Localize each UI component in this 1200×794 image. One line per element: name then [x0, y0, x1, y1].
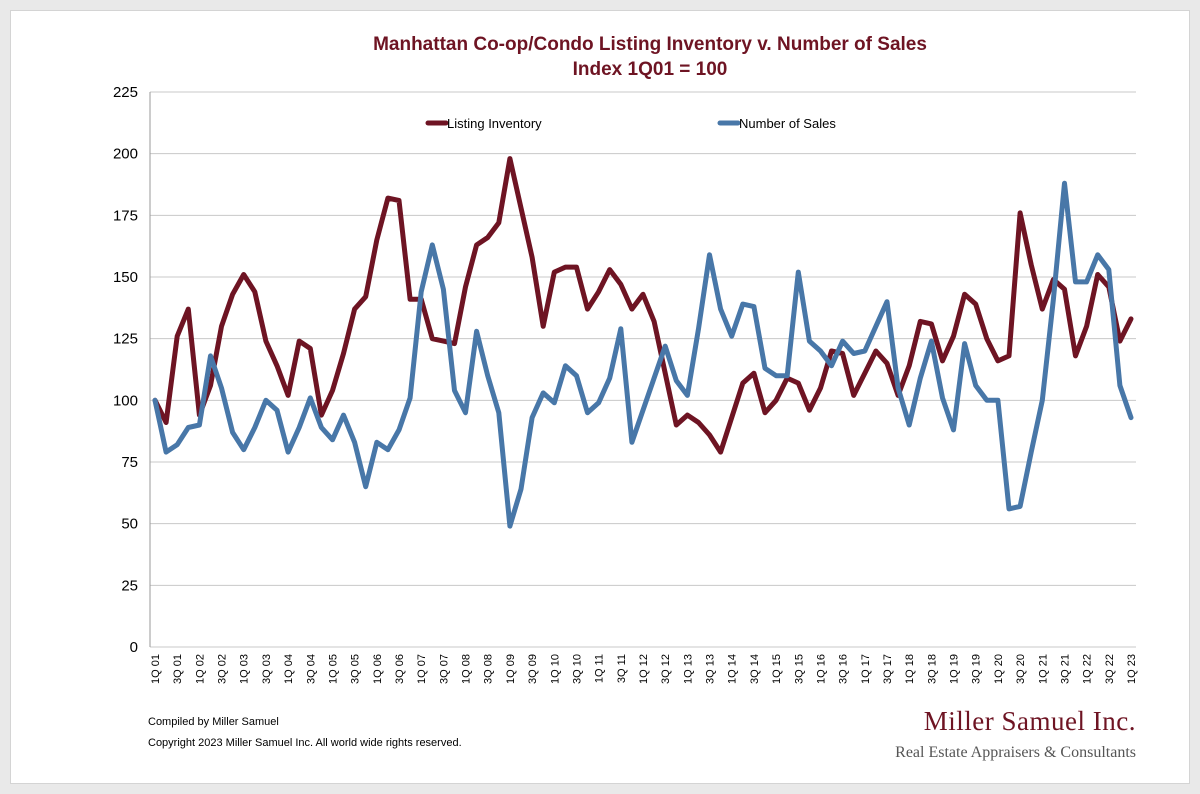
y-axis-ticks: 0 25 50 75 100 125 150 175 200 225 [113, 84, 138, 656]
copyright-note: Copyright 2023 Miller Samuel Inc. All wo… [148, 737, 462, 749]
x-tick-label: 3Q 09 [527, 654, 539, 684]
y-tick-label: 175 [113, 207, 138, 224]
x-tick-label: 1Q 14 [727, 654, 739, 684]
x-tick-label: 1Q 19 [949, 654, 961, 684]
legend-label-number-of-sales: Number of Sales [739, 116, 836, 131]
y-tick-label: 0 [130, 639, 138, 656]
chart-title: Manhattan Co-op/Condo Listing Inventory … [373, 34, 927, 55]
x-tick-label: 3Q 01 [172, 654, 184, 684]
x-tick-label: 3Q 12 [660, 654, 672, 684]
legend: Listing Inventory Number of Sales [425, 116, 836, 131]
x-tick-label: 3Q 17 [882, 654, 894, 684]
x-tick-label: 1Q 02 [194, 654, 206, 684]
x-tick-label: 3Q 14 [749, 654, 761, 684]
series-line-number-of-sales [152, 180, 1134, 529]
x-tick-label: 3Q 03 [261, 654, 273, 684]
x-tick-label: 3Q 11 [616, 654, 628, 683]
x-axis-ticks: 1Q 01 3Q 01 1Q 02 3Q 02 1Q 03 3Q 03 1Q 04 3Q 04… [150, 654, 1138, 684]
y-tick-label: 25 [121, 577, 138, 594]
x-tick-label: 1Q 10 [549, 654, 561, 684]
y-tick-label: 100 [113, 392, 138, 409]
x-tick-label: 1Q 21 [1037, 654, 1049, 684]
x-tick-label: 3Q 15 [793, 654, 805, 684]
y-tick-label: 200 [113, 146, 138, 163]
x-tick-label: 1Q 06 [372, 654, 384, 684]
x-tick-label: 1Q 17 [860, 654, 872, 684]
legend-label-listing-inventory: Listing Inventory [447, 116, 542, 131]
x-tick-label: 3Q 21 [1059, 654, 1071, 684]
x-tick-label: 1Q 13 [682, 654, 694, 684]
x-tick-label: 1Q 16 [815, 654, 827, 684]
company-logo-name: Miller Samuel Inc. [923, 706, 1136, 736]
series-line-listing-inventory [152, 156, 1134, 455]
x-tick-label: 1Q 15 [771, 654, 783, 684]
y-tick-label: 50 [121, 516, 138, 533]
x-tick-label: 1Q 20 [993, 654, 1005, 684]
x-tick-label: 3Q 04 [305, 654, 317, 684]
y-tick-label: 150 [113, 269, 138, 286]
x-tick-label: 1Q 23 [1126, 654, 1138, 684]
x-tick-label: 3Q 10 [571, 654, 583, 684]
x-tick-label: 3Q 06 [394, 654, 406, 684]
x-tick-label: 3Q 22 [1104, 654, 1116, 684]
x-tick-label: 1Q 05 [327, 654, 339, 684]
x-tick-label: 1Q 03 [239, 654, 251, 684]
x-tick-label: 3Q 05 [350, 654, 362, 684]
series-lines [152, 156, 1134, 529]
x-tick-label: 3Q 02 [217, 654, 229, 684]
x-tick-label: 3Q 20 [1015, 654, 1027, 684]
gridlines [149, 91, 1136, 648]
y-tick-label: 225 [113, 84, 138, 101]
x-tick-label: 1Q 11 [594, 654, 606, 683]
x-tick-label: 1Q 22 [1082, 654, 1094, 684]
x-tick-label: 1Q 12 [638, 654, 650, 684]
x-tick-label: 1Q 07 [416, 654, 428, 684]
x-tick-label: 3Q 19 [971, 654, 983, 684]
x-tick-label: 1Q 04 [283, 654, 295, 684]
x-tick-label: 3Q 08 [483, 654, 495, 684]
x-tick-label: 3Q 16 [838, 654, 850, 684]
x-tick-label: 1Q 09 [505, 654, 517, 684]
x-tick-label: 1Q 01 [150, 654, 162, 684]
compiled-by-note: Compiled by Miller Samuel [148, 716, 279, 728]
x-tick-label: 3Q 07 [438, 654, 450, 684]
company-logo-tagline: Real Estate Appraisers & Consultants [895, 744, 1136, 761]
x-tick-label: 3Q 18 [926, 654, 938, 684]
y-tick-label: 75 [121, 454, 138, 471]
x-tick-label: 1Q 18 [904, 654, 916, 684]
y-tick-label: 125 [113, 331, 138, 348]
x-tick-label: 1Q 08 [461, 654, 473, 684]
x-tick-label: 3Q 13 [705, 654, 717, 684]
chart-subtitle: Index 1Q01 = 100 [573, 59, 728, 80]
